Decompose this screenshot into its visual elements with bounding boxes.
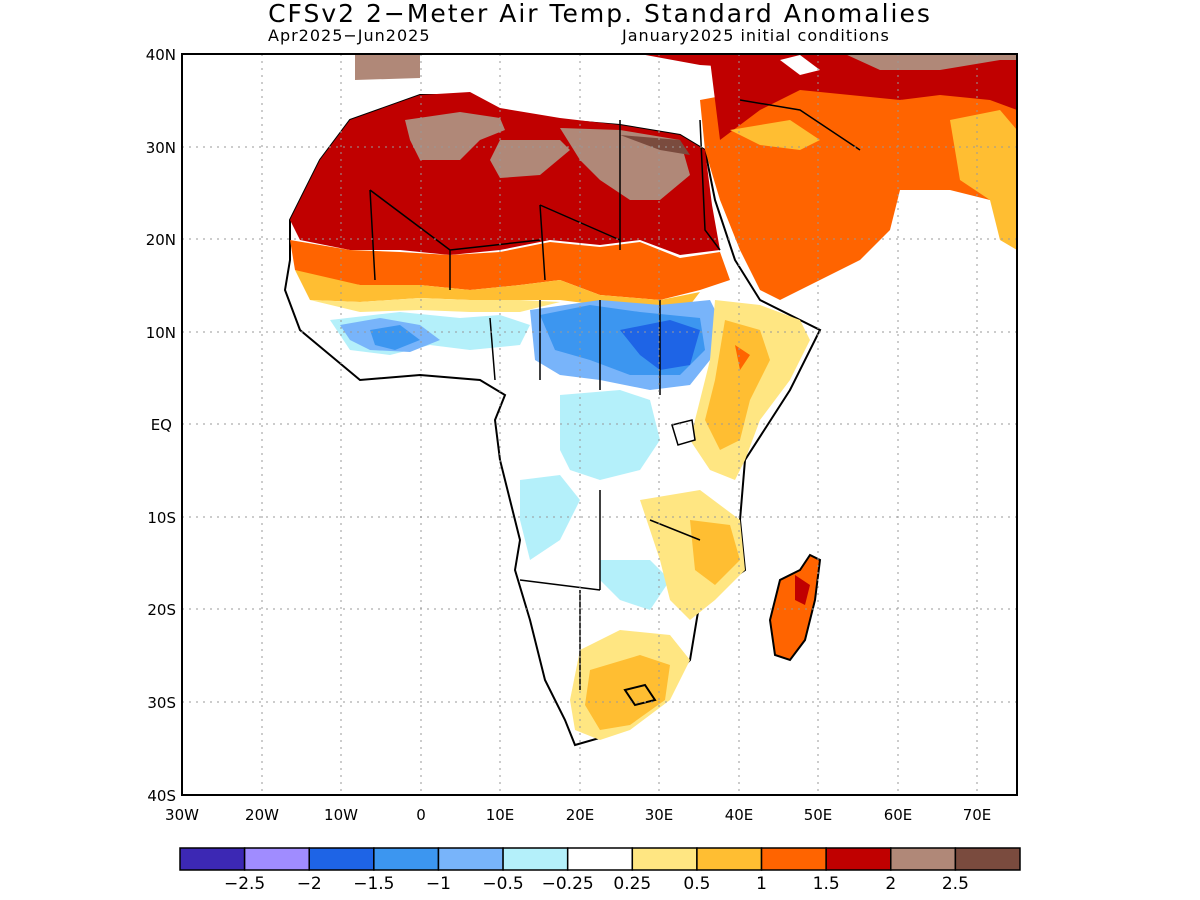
longitude-axis: 30W 20W 10W 0 10E 20E 30E 40E 50E 60E 70… (165, 806, 991, 824)
map-frame (181, 53, 1018, 796)
lon-tick-label: 40E (725, 806, 754, 824)
lon-tick-label: 30W (165, 806, 199, 824)
lon-tick-label: 60E (884, 806, 913, 824)
colorbar-swatch (243, 847, 310, 871)
colorbar: −2.5 −2 −1.5 −1 −0.5 −0.25 0.25 0.5 1 1.5 2 2.5 (179, 847, 1021, 894)
colorbar-swatch (631, 847, 698, 871)
colorbar-swatch (179, 847, 246, 871)
lon-tick-label: 30E (645, 806, 674, 824)
arabia-anomaly-region (700, 55, 1017, 300)
colorbar-label: 0.25 (613, 874, 651, 894)
lake-victoria (671, 419, 696, 446)
colorbar-swatch (373, 847, 440, 871)
lat-tick-label: 20S (147, 601, 176, 619)
lat-tick-label: 30N (146, 139, 176, 157)
colorbar-label: 2.5 (942, 874, 969, 894)
lon-tick-label: 70E (963, 806, 992, 824)
lon-tick-label: 20W (245, 806, 279, 824)
colorbar-swatch (890, 847, 957, 871)
colorbar-label: 1.5 (813, 874, 840, 894)
colorbar-label: −2 (297, 874, 322, 894)
colorbar-label: −1 (426, 874, 451, 894)
initial-conditions: January2025 initial conditions (622, 26, 890, 45)
colorbar-label: −2.5 (224, 874, 265, 894)
colorbar-label: 1 (756, 874, 767, 894)
lon-tick-label: 20E (566, 806, 595, 824)
latitude-axis: 40N 30N 20N 10N EQ 10S 20S 30S 40S (146, 46, 176, 805)
colorbar-swatch (437, 847, 504, 871)
lon-tick-label: 50E (804, 806, 833, 824)
colorbar-swatch (954, 847, 1021, 871)
lat-tick-label: 30S (147, 694, 176, 712)
colorbar-swatch (502, 847, 569, 871)
colorbar-swatch (308, 847, 375, 871)
colorbar-swatch (760, 847, 827, 871)
colorbar-label: −0.5 (482, 874, 523, 894)
lat-tick-label: 10S (147, 509, 176, 527)
lat-tick-label: 10N (146, 324, 176, 342)
grid-lines (182, 54, 1017, 795)
colorbar-swatch (825, 847, 892, 871)
lat-tick-label: EQ (151, 416, 172, 434)
colorbar-swatch (566, 847, 634, 871)
map-plot-area (182, 54, 1017, 795)
map-title: CFSv2 2−Meter Air Temp. Standard Anomali… (268, 0, 932, 28)
lat-tick-label: 40S (147, 787, 176, 805)
country-borders (369, 99, 861, 690)
lon-tick-label: 0 (416, 806, 426, 824)
colorbar-label: −1.5 (353, 874, 394, 894)
colorbar-swatch (696, 847, 763, 871)
colorbar-label: −0.25 (542, 874, 594, 894)
lat-tick-label: 20N (146, 231, 176, 249)
sahara-peak-anomaly (405, 112, 690, 200)
cool-anomaly-band (330, 300, 720, 610)
lon-tick-label: 10W (324, 806, 358, 824)
southern-africa-warm-region (570, 630, 690, 740)
colorbar-label: 2 (885, 874, 896, 894)
lon-tick-label: 10E (486, 806, 515, 824)
forecast-period: Apr2025−Jun2025 (268, 26, 431, 45)
lat-tick-label: 40N (146, 46, 176, 64)
colorbar-label: 0.5 (683, 874, 710, 894)
